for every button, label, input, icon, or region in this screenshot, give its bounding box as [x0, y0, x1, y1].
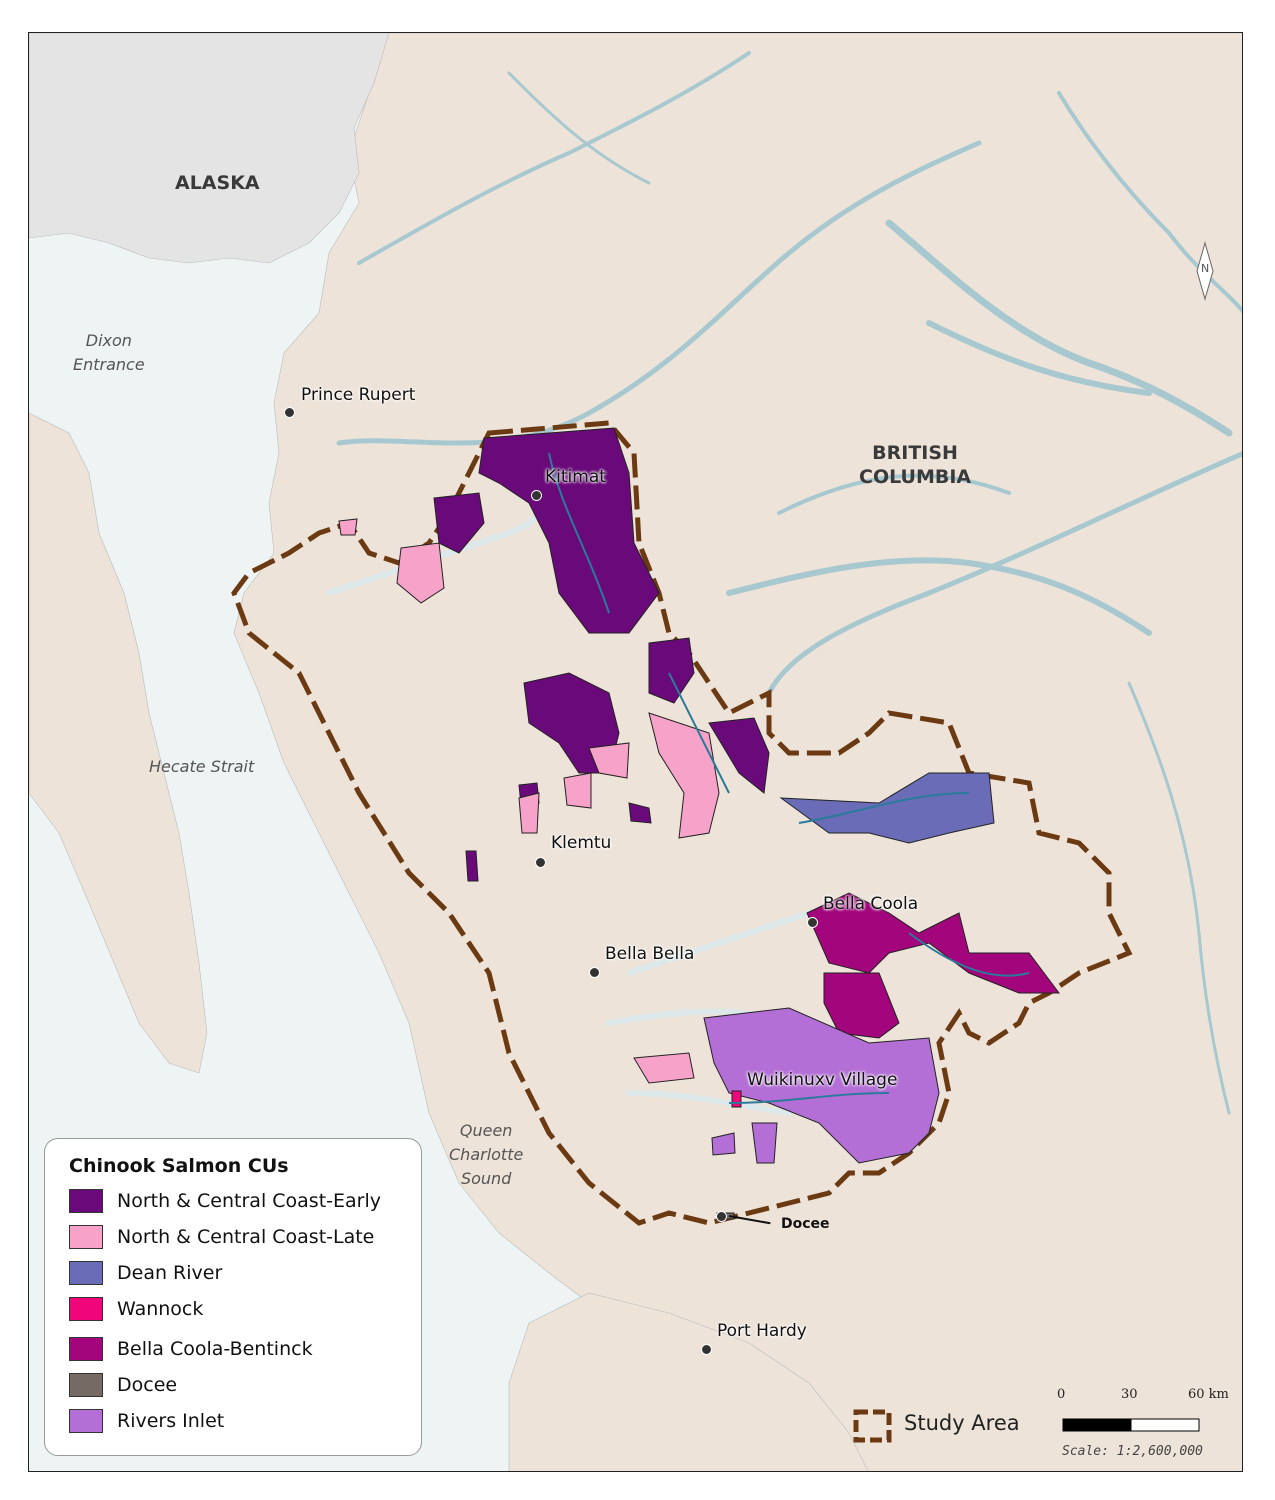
label-klemtu[interactable]: Klemtu [551, 833, 612, 853]
legend-label-docee: Docee [117, 1374, 178, 1396]
legend-swatch-docee [69, 1373, 103, 1397]
label-british-columbia-line2: COLUMBIA [859, 466, 972, 488]
east-river [1127, 681, 1231, 1115]
cu-ncc-late-6 [648, 712, 720, 839]
label-dixon-line1: Dixon [85, 331, 132, 350]
legend-label-ncc-late: North & Central Coast-Late [117, 1226, 375, 1248]
babine-lake [885, 219, 1233, 437]
legend-swatch-bella-coola-bentinck [69, 1337, 103, 1361]
legend-swatch-ncc-late [69, 1225, 103, 1249]
label-bella-bella[interactable]: Bella Bella [605, 944, 695, 964]
marker-docee[interactable] [716, 1211, 727, 1222]
label-bella-coola[interactable]: Bella Coola [823, 894, 919, 914]
legend-label-bella-coola-bentinck: Bella Coola-Bentinck [117, 1338, 313, 1360]
cu-rivers-inlet-small2 [751, 1122, 778, 1164]
cu-rivers-inlet-small1 [711, 1132, 736, 1156]
cu-ncc-late-3 [588, 742, 630, 779]
cu-dean-river [779, 772, 995, 844]
legend-swatch-dean-river [69, 1261, 103, 1285]
legend-swatch-ncc-early [69, 1189, 103, 1213]
cu-ncc-late-5 [518, 792, 540, 834]
legend-label-rivers-inlet: Rivers Inlet [117, 1410, 225, 1432]
label-british-columbia: BRITISH COLUMBIA [859, 441, 971, 489]
fraser-river [766, 451, 1242, 696]
label-alaska: ALASKA [175, 172, 260, 194]
stream-2 [798, 792, 970, 824]
scale-tick-0: 0 [1057, 1387, 1066, 1402]
label-dixon-entrance: Dixon Entrance [73, 329, 145, 377]
north-river [507, 71, 651, 185]
cu-ncc-early-east [708, 717, 770, 794]
marker-kitimat[interactable] [531, 490, 542, 501]
cu-ncc-early-west [433, 492, 485, 554]
label-qcs-line1: Queen [459, 1121, 513, 1140]
cu-bella-coola-bentinck-2 [823, 972, 900, 1039]
marker-bella-coola[interactable] [807, 917, 818, 928]
nass-river [357, 51, 751, 265]
label-queen-charlotte-sound: Queen Charlotte Sound [449, 1119, 523, 1191]
label-dixon-line2: Entrance [73, 355, 145, 374]
stream-4 [908, 932, 1030, 977]
legend-swatch-rivers-inlet [69, 1409, 103, 1433]
legend-label-wannock: Wannock [117, 1298, 204, 1320]
cu-bella-coola-bentinck-1 [806, 892, 1060, 994]
upper-river [1057, 91, 1242, 314]
scale-tick-60: 60 km [1188, 1387, 1229, 1402]
cu-ncc-late-1 [396, 542, 445, 604]
legend-swatch-wannock [69, 1297, 103, 1321]
label-port-hardy[interactable]: Port Hardy [717, 1321, 807, 1341]
cu-ncc-early-north2 [648, 637, 695, 704]
rivers-inlet-channel [626, 1090, 792, 1116]
stream-1 [548, 452, 610, 614]
vancouver-island [508, 1292, 869, 1471]
study-area-label: Study Area [904, 1411, 1020, 1435]
haida-gwaii [29, 412, 208, 1074]
study-area-boundary [231, 420, 1133, 1226]
label-prince-rupert[interactable]: Prince Rupert [301, 385, 416, 405]
north-arrow-icon [1196, 241, 1214, 301]
skeena-river [336, 140, 982, 446]
marker-prince-rupert[interactable] [284, 407, 295, 418]
francois-lake [726, 557, 1152, 636]
legend-title: Chinook Salmon CUs [69, 1155, 289, 1177]
marker-bella-bella[interactable] [589, 967, 600, 978]
cu-ncc-early-kitimat [478, 427, 660, 634]
scale-ratio-text: Scale: 1:2,600,000 [1062, 1444, 1203, 1459]
alaska-land [29, 33, 390, 264]
stream-3 [728, 1092, 890, 1104]
label-british-columbia-line1: BRITISH [872, 442, 958, 464]
cu-ncc-early-small2 [628, 802, 652, 824]
label-wuikinuxv-village[interactable]: Wuikinuxv Village [747, 1070, 898, 1090]
legend-label-dean-river: Dean River [117, 1262, 223, 1284]
label-hecate-strait: Hecate Strait [149, 757, 255, 776]
legend-label-ncc-early: North & Central Coast-Early [117, 1190, 381, 1212]
cu-wannock [731, 1090, 742, 1108]
cu-ncc-late-4 [563, 772, 592, 809]
label-qcs-line3: Sound [460, 1169, 512, 1188]
cu-rivers-inlet-main [703, 1007, 940, 1164]
nechako-river [777, 473, 1011, 515]
label-qcs-line2: Charlotte [449, 1145, 524, 1164]
marker-port-hardy[interactable] [701, 1344, 712, 1355]
cu-ncc-early-island [465, 850, 479, 882]
label-docee[interactable]: Docee [781, 1216, 830, 1232]
cu-ncc-late-2 [338, 518, 358, 536]
scale-tick-30: 30 [1121, 1387, 1138, 1402]
study-area-swatch [853, 1409, 892, 1443]
cu-ncc-late-7 [633, 1052, 695, 1084]
marker-klemtu[interactable] [535, 857, 546, 868]
stream-5 [668, 672, 730, 794]
scale-bar [1062, 1418, 1200, 1432]
dean-channel [626, 910, 812, 976]
north-arrow-letter: N [1201, 262, 1210, 275]
legend-panel: Chinook Salmon CUs North & Central Coast… [44, 1138, 422, 1456]
stuart-lake [926, 320, 1152, 396]
label-kitimat[interactable]: Kitimat [545, 467, 606, 487]
